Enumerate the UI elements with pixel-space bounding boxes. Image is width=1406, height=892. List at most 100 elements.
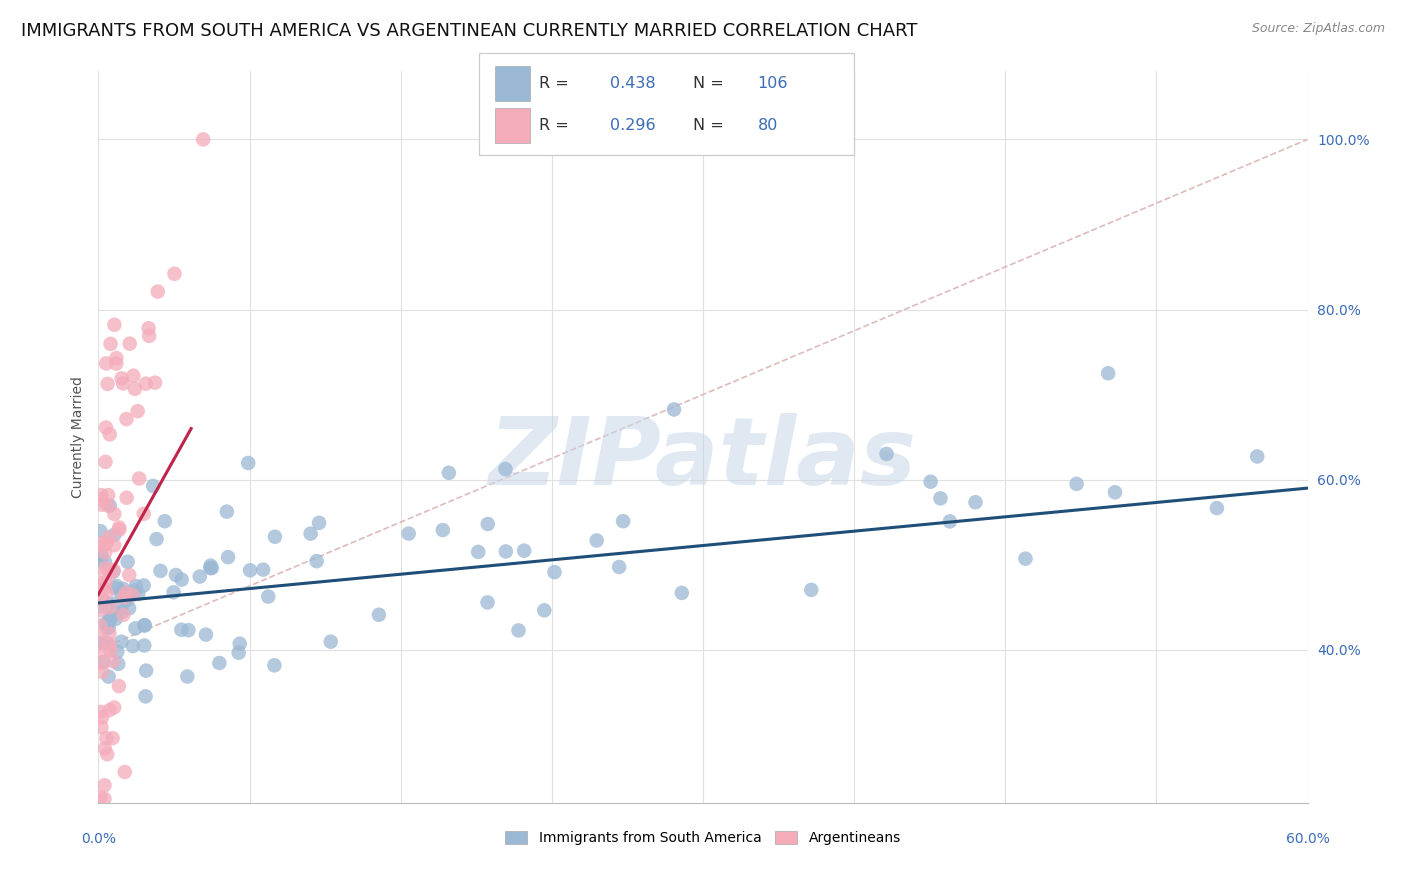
Text: 0.438: 0.438 bbox=[610, 77, 655, 91]
Point bbox=[90, 492, 112, 507]
Legend: Immigrants from South America, Argentineans: Immigrants from South America, Argentine… bbox=[499, 826, 907, 851]
Text: 106: 106 bbox=[758, 77, 787, 91]
Point bbox=[104, 581, 127, 595]
Point bbox=[135, 664, 157, 678]
Point bbox=[105, 357, 128, 371]
Point bbox=[800, 582, 823, 597]
Point bbox=[671, 586, 693, 600]
Point bbox=[90, 554, 112, 568]
Point bbox=[217, 550, 239, 565]
Point bbox=[543, 565, 565, 579]
Point bbox=[108, 523, 131, 537]
Point bbox=[112, 582, 135, 596]
Point bbox=[90, 592, 112, 607]
Point bbox=[612, 514, 634, 528]
Point bbox=[103, 527, 125, 541]
FancyBboxPatch shape bbox=[495, 65, 530, 101]
Point bbox=[89, 618, 111, 632]
Point bbox=[1104, 485, 1126, 500]
Point bbox=[105, 596, 128, 610]
Point bbox=[135, 690, 157, 704]
Point bbox=[128, 471, 150, 485]
Point bbox=[165, 568, 187, 582]
Point bbox=[90, 536, 112, 550]
Point bbox=[97, 615, 120, 629]
FancyBboxPatch shape bbox=[495, 108, 530, 143]
Point bbox=[170, 623, 193, 637]
Point bbox=[495, 544, 517, 558]
Point bbox=[513, 543, 536, 558]
Point bbox=[100, 611, 122, 625]
Point bbox=[110, 584, 132, 599]
Point bbox=[94, 741, 117, 756]
Point bbox=[162, 585, 184, 599]
Point bbox=[467, 545, 489, 559]
Point bbox=[93, 538, 115, 552]
Point bbox=[103, 700, 125, 714]
Point bbox=[98, 499, 121, 513]
Point bbox=[89, 603, 111, 617]
Text: 80: 80 bbox=[758, 118, 778, 133]
Point bbox=[135, 376, 157, 391]
Point bbox=[264, 530, 287, 544]
Point bbox=[91, 710, 114, 724]
Point bbox=[134, 639, 156, 653]
Point bbox=[89, 524, 111, 538]
Point bbox=[98, 611, 121, 625]
Point bbox=[98, 638, 121, 652]
Point bbox=[200, 558, 222, 573]
Text: Source: ZipAtlas.com: Source: ZipAtlas.com bbox=[1251, 22, 1385, 36]
Point bbox=[90, 599, 112, 614]
Point bbox=[143, 376, 166, 390]
Point bbox=[228, 646, 250, 660]
Point bbox=[90, 632, 112, 647]
Point bbox=[91, 665, 114, 679]
Point bbox=[112, 607, 135, 622]
Point bbox=[138, 329, 160, 343]
Point bbox=[97, 499, 120, 513]
Point bbox=[477, 516, 499, 531]
Point bbox=[105, 645, 128, 659]
Point bbox=[208, 656, 231, 670]
Point bbox=[115, 412, 138, 426]
Point bbox=[89, 657, 111, 671]
Point bbox=[477, 595, 499, 609]
Point bbox=[138, 321, 160, 335]
Point bbox=[112, 591, 135, 605]
Point bbox=[98, 566, 121, 581]
Point bbox=[876, 447, 898, 461]
Point bbox=[257, 590, 280, 604]
Point bbox=[121, 639, 143, 653]
Point bbox=[920, 475, 942, 489]
Point bbox=[145, 532, 167, 546]
Point bbox=[134, 618, 156, 632]
Point bbox=[103, 507, 125, 521]
Point bbox=[97, 596, 120, 610]
Point bbox=[127, 587, 149, 601]
Point bbox=[939, 515, 962, 529]
Point bbox=[134, 618, 156, 632]
Point bbox=[1097, 366, 1119, 380]
Point bbox=[125, 579, 148, 593]
Point bbox=[103, 565, 125, 579]
Point bbox=[105, 579, 128, 593]
Point bbox=[98, 427, 121, 442]
Point bbox=[112, 376, 135, 391]
Point bbox=[176, 669, 198, 683]
Point bbox=[305, 554, 328, 568]
Point bbox=[494, 462, 516, 476]
Text: 60.0%: 60.0% bbox=[1285, 832, 1330, 846]
Point bbox=[94, 555, 117, 569]
Point bbox=[194, 627, 217, 641]
Point bbox=[90, 549, 112, 563]
Point bbox=[163, 267, 186, 281]
Point bbox=[96, 376, 118, 391]
Point bbox=[124, 583, 146, 598]
Point bbox=[97, 621, 120, 635]
Point bbox=[607, 560, 630, 574]
Point bbox=[662, 402, 685, 417]
Point bbox=[965, 495, 987, 509]
Point bbox=[367, 607, 389, 622]
Point bbox=[96, 636, 118, 650]
Point bbox=[585, 533, 607, 548]
